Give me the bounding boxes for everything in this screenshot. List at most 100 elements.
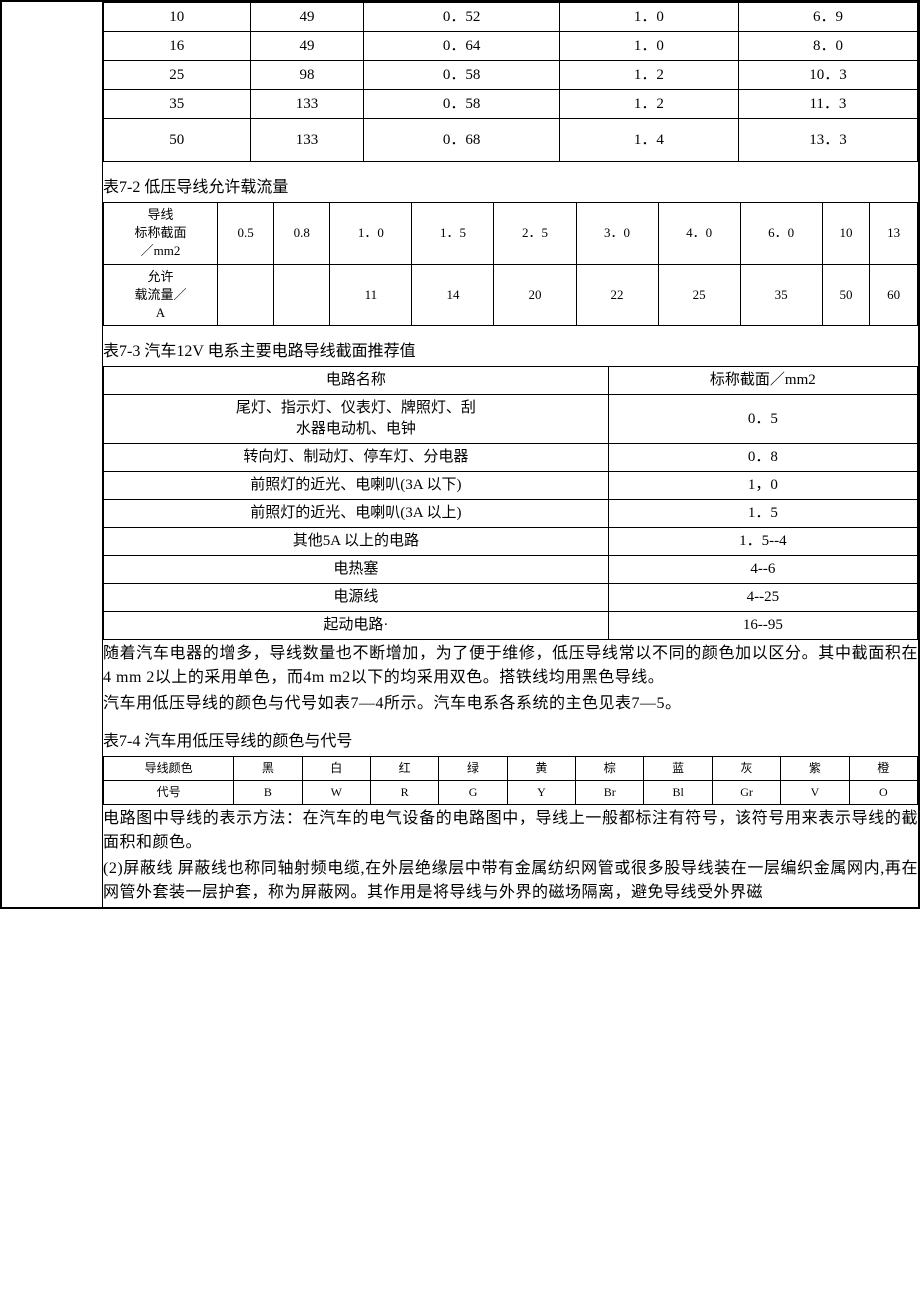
table-row: 16490．641．08．0	[104, 32, 918, 61]
cell: 绿	[439, 757, 507, 781]
cell: 棕	[576, 757, 644, 781]
cell: 49	[250, 32, 364, 61]
cell: 133	[250, 90, 364, 119]
table-row: 电热塞4--6	[104, 556, 918, 584]
cell: 黑	[234, 757, 302, 781]
caption-7-2: 表7-2 低压导线允许载流量	[103, 176, 918, 200]
cell: 电热塞	[104, 556, 609, 584]
cell: 8．0	[738, 32, 917, 61]
table-row: 电源线4--25	[104, 584, 918, 612]
cell: 4--25	[608, 584, 917, 612]
cell: 50	[822, 264, 870, 326]
cell: 白	[302, 757, 370, 781]
cell: 0.5	[217, 203, 273, 265]
cell: 代号	[104, 780, 234, 804]
cell: 1．0	[330, 203, 412, 265]
cell: 黄	[507, 757, 575, 781]
cell	[274, 264, 330, 326]
cell: 起动电路·	[104, 612, 609, 640]
cell: 橙	[849, 757, 917, 781]
cell: 13	[870, 203, 918, 265]
table-7-2: 导线标称截面／mm20.50.81．01．52．53．04．06．01013允许…	[103, 202, 918, 326]
caption-7-4: 表7-4 汽车用低压导线的颜色与代号	[103, 730, 918, 754]
cell: 16--95	[608, 612, 917, 640]
table-row: 电路名称标称截面／mm2	[104, 367, 918, 395]
cell: 0．58	[364, 61, 559, 90]
table-7-1-cont: 10490．521．06．916490．641．08．025980．581．21…	[103, 2, 918, 162]
cell: 0．8	[608, 444, 917, 472]
cell: 1．5--4	[608, 528, 917, 556]
cell: 前照灯的近光、电喇叭(3A 以下)	[104, 472, 609, 500]
cell: 0．68	[364, 119, 559, 162]
caption-7-3: 表7-3 汽车12V 电系主要电路导线截面推荐值	[103, 340, 918, 364]
cell: Gr	[712, 780, 780, 804]
paragraph-3: 电路图中导线的表示方法：在汽车的电气设备的电路图中，导线上一般都标注有符号，该符…	[103, 807, 918, 855]
cell: 0.8	[274, 203, 330, 265]
cell: 1，0	[608, 472, 917, 500]
cell: 0．52	[364, 3, 559, 32]
paragraph-2: 汽车用低压导线的颜色与代号如表7—4所示。汽车电系各系统的主色见表7—5。	[103, 692, 918, 716]
table-row: 25980．581．210．3	[104, 61, 918, 90]
cell: Bl	[644, 780, 712, 804]
cell: 22	[576, 264, 658, 326]
content-cell: 10490．521．06．916490．641．08．025980．581．21…	[103, 1, 920, 908]
table-row: 351330．581．211．3	[104, 90, 918, 119]
cell: 0．58	[364, 90, 559, 119]
cell: 10．3	[738, 61, 917, 90]
cell: 60	[870, 264, 918, 326]
cell: 10	[104, 3, 251, 32]
paragraph-1: 随着汽车电器的增多，导线数量也不断增加，为了便于维修，低压导线常以不同的颜色加以…	[103, 642, 918, 690]
table-row: 允许载流量／A1114202225355060	[104, 264, 918, 326]
cell: 紫	[781, 757, 849, 781]
cell: 35	[740, 264, 822, 326]
cell: 6．9	[738, 3, 917, 32]
table-7-4: 导线颜色黑白红绿黄棕蓝灰紫橙代号BWRGYBrBlGrVO	[103, 756, 918, 805]
cell: 49	[250, 3, 364, 32]
table-row: 前照灯的近光、电喇叭(3A 以上)1．5	[104, 500, 918, 528]
cell: 2．5	[494, 203, 576, 265]
cell: B	[234, 780, 302, 804]
cell: V	[781, 780, 849, 804]
cell: 0．5	[608, 395, 917, 444]
cell: Y	[507, 780, 575, 804]
cell: W	[302, 780, 370, 804]
cell: 其他5A 以上的电路	[104, 528, 609, 556]
cell: 允许载流量／A	[104, 264, 218, 326]
cell: 蓝	[644, 757, 712, 781]
cell: 4．0	[658, 203, 740, 265]
cell: 25	[104, 61, 251, 90]
cell: 1．2	[559, 90, 738, 119]
cell	[217, 264, 273, 326]
cell: 电源线	[104, 584, 609, 612]
cell: 1．0	[559, 32, 738, 61]
cell: 133	[250, 119, 364, 162]
table-row: 10490．521．06．9	[104, 3, 918, 32]
cell: 25	[658, 264, 740, 326]
cell: 13．3	[738, 119, 917, 162]
cell: 20	[494, 264, 576, 326]
cell: 电路名称	[104, 367, 609, 395]
cell: Br	[576, 780, 644, 804]
table-row: 导线标称截面／mm20.50.81．01．52．53．04．06．01013	[104, 203, 918, 265]
cell: 3．0	[576, 203, 658, 265]
cell: 16	[104, 32, 251, 61]
cell: 4--6	[608, 556, 917, 584]
cell: 98	[250, 61, 364, 90]
cell: 50	[104, 119, 251, 162]
sidebar-cell	[1, 1, 103, 908]
cell: 导线颜色	[104, 757, 234, 781]
table-row: 前照灯的近光、电喇叭(3A 以下)1，0	[104, 472, 918, 500]
cell: 35	[104, 90, 251, 119]
cell: 标称截面／mm2	[608, 367, 917, 395]
cell: 灰	[712, 757, 780, 781]
cell: 1．2	[559, 61, 738, 90]
table-7-3: 电路名称标称截面／mm2尾灯、指示灯、仪表灯、牌照灯、刮水器电动机、电钟0．5转…	[103, 366, 918, 640]
table-row: 起动电路·16--95	[104, 612, 918, 640]
cell: O	[849, 780, 917, 804]
cell: 10	[822, 203, 870, 265]
layout-table: 10490．521．06．916490．641．08．025980．581．21…	[0, 0, 920, 909]
cell: 前照灯的近光、电喇叭(3A 以上)	[104, 500, 609, 528]
table-row: 导线颜色黑白红绿黄棕蓝灰紫橙	[104, 757, 918, 781]
cell: R	[370, 780, 438, 804]
table-row: 代号BWRGYBrBlGrVO	[104, 780, 918, 804]
